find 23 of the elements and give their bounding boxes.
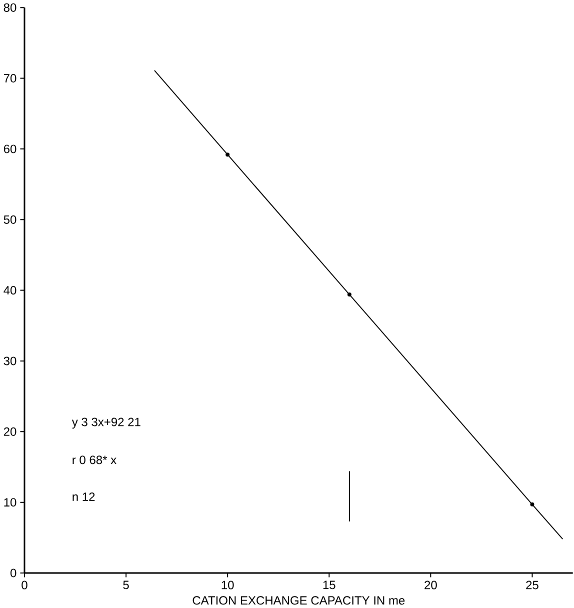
annotation: r 0 68* x: [72, 456, 117, 464]
y-tick-label: 50: [4, 215, 16, 224]
y-tick-label: 40: [4, 286, 16, 295]
x-tick-label: 0: [22, 580, 28, 590]
annotation: y 3 3x+92 21: [72, 418, 141, 429]
y-tick-label: 80: [4, 3, 16, 12]
y-tick-label: 10: [4, 498, 16, 507]
y-tick-label: 0: [10, 568, 16, 578]
x-axis-title: CATION EXCHANGE CAPACITY IN me: [192, 596, 405, 605]
x-tick-label: 20: [424, 580, 438, 590]
x-tick-label: 15: [324, 580, 336, 590]
point: [348, 292, 352, 297]
y-tick-label: 30: [4, 356, 16, 366]
point: [530, 502, 534, 506]
point: [226, 152, 230, 157]
x-tick-label: 5: [123, 580, 130, 590]
x-tick-label: 25: [526, 580, 539, 590]
y-tick-label: 70: [4, 74, 16, 82]
x-tick-label: 10: [222, 580, 234, 590]
y-tick-label: 20: [4, 427, 16, 436]
line-series: [154, 70, 564, 540]
annotation: n 12: [72, 492, 95, 501]
y-tick-label: 60: [4, 144, 16, 154]
